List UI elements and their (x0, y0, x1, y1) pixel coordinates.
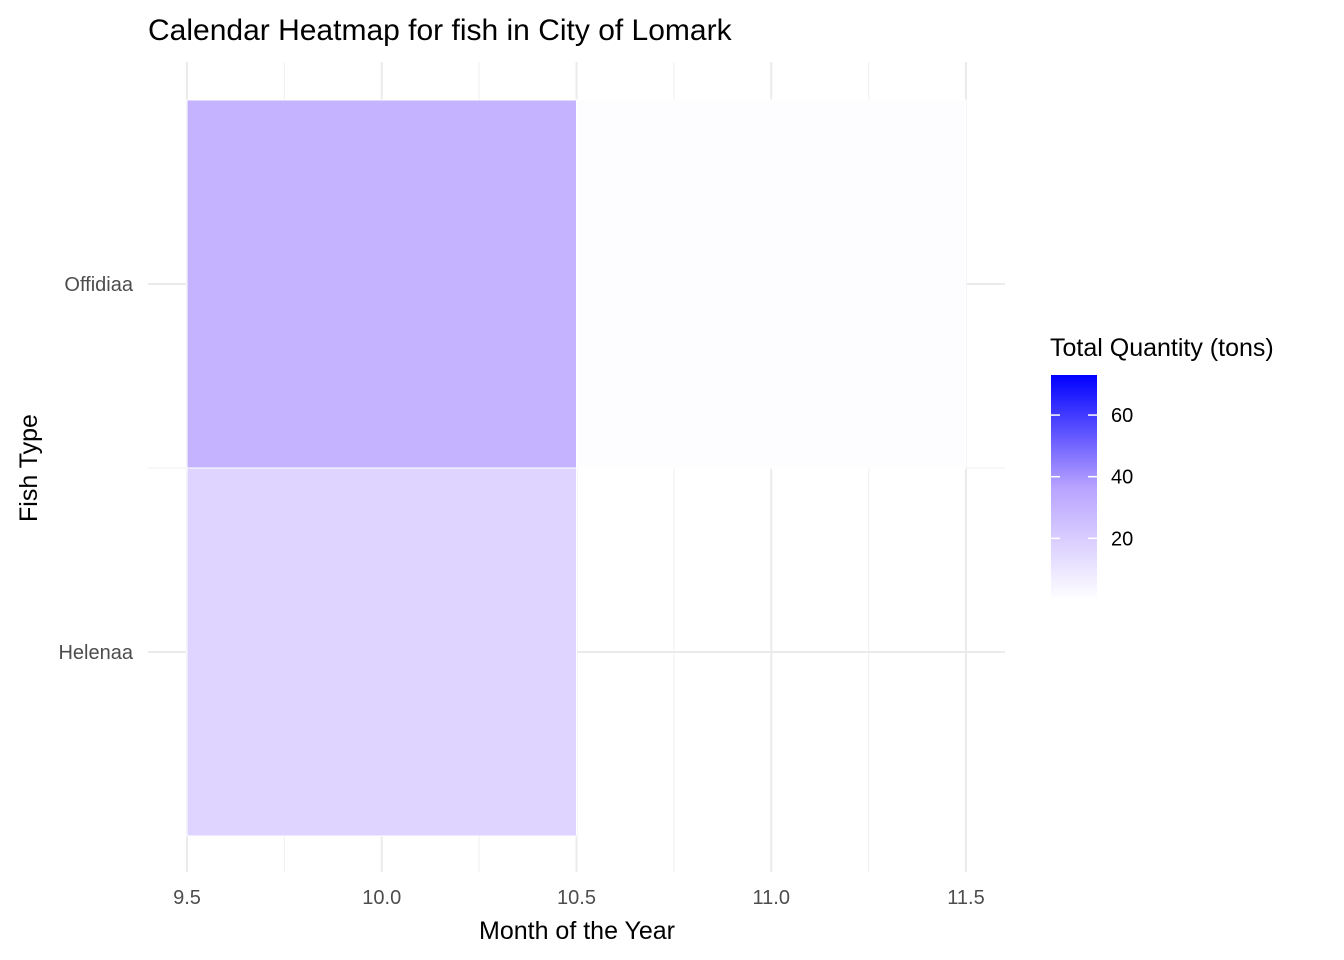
x-tick-label: 10.5 (557, 887, 596, 909)
y-tick-label: Offidiaa (64, 274, 133, 296)
color-legend: Total Quantity (tons) 20 40 60 (1050, 334, 1274, 600)
x-tick-label: 9.5 (173, 887, 201, 909)
legend-title: Total Quantity (tons) (1050, 334, 1274, 362)
heatmap-cell (576, 99, 967, 469)
y-axis-title: Fish Type (15, 414, 43, 522)
x-axis-ticks: 9.5 10.0 10.5 11.0 11.5 (173, 887, 985, 909)
x-tick-label: 11.5 (947, 887, 984, 909)
x-tick-label: 11.0 (753, 887, 790, 909)
heatmap-cell (186, 467, 577, 837)
legend-tick-label: 60 (1111, 405, 1133, 427)
x-axis-title: Month of the Year (479, 917, 675, 945)
y-axis-ticks: Helenaa Offidiaa (58, 274, 133, 664)
legend-tick-label: 20 (1111, 528, 1133, 550)
heatmap-cells (186, 99, 967, 837)
legend-colorbar (1051, 375, 1097, 600)
heatmap-cell (186, 99, 577, 469)
chart-title: Calendar Heatmap for fish in City of Lom… (148, 14, 733, 47)
y-tick-label: Helenaa (58, 642, 133, 664)
x-tick-label: 10.0 (362, 887, 401, 909)
legend-tick-label: 40 (1111, 467, 1133, 489)
legend-ticks: 20 40 60 (1051, 405, 1133, 550)
